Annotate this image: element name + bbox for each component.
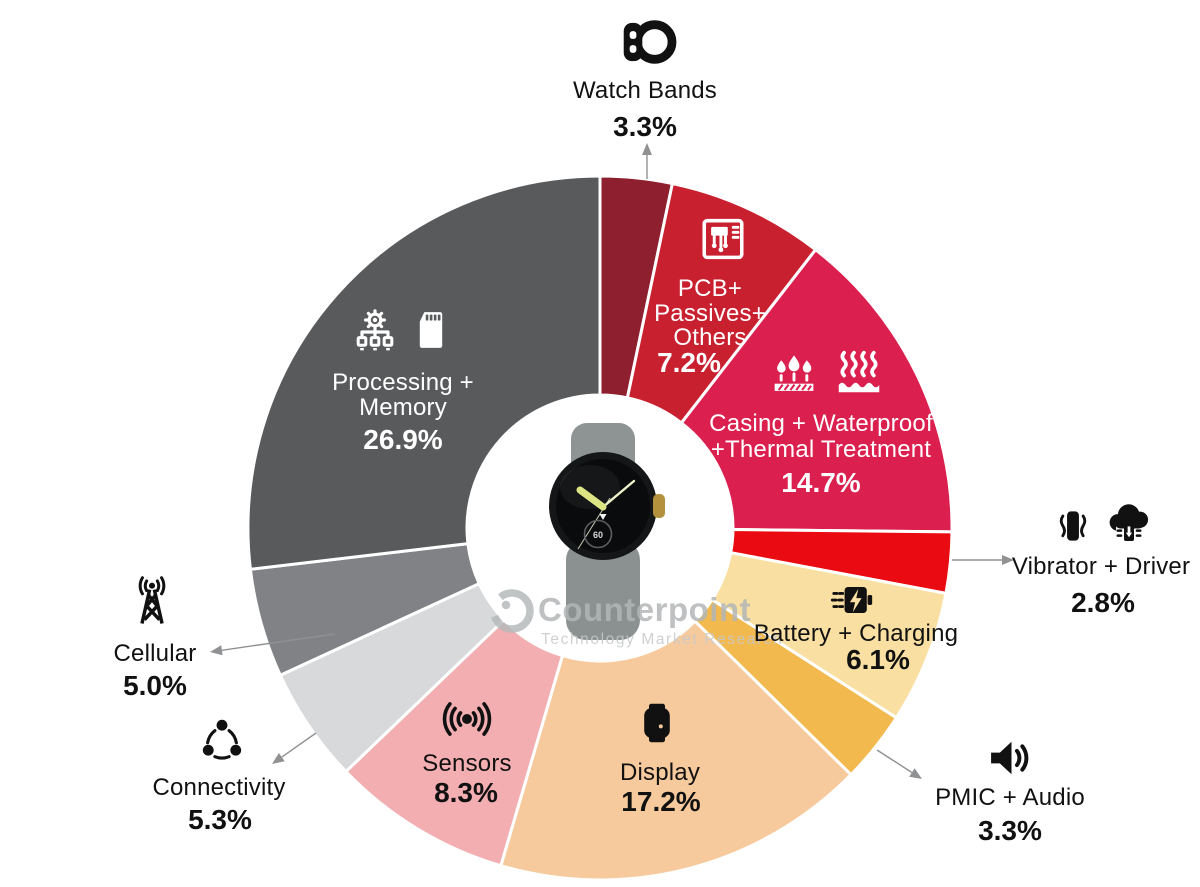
segment-label: +Thermal Treatment	[711, 436, 931, 463]
segment-label: Sensors	[422, 750, 511, 777]
segment-label: Cellular	[114, 640, 197, 667]
segment-percentage: 14.7%	[781, 467, 860, 498]
watch-subdial-label: 60	[593, 530, 603, 540]
watermark-brand: Counterpoint	[538, 591, 751, 628]
pie-segment-processing-memory	[246, 174, 602, 571]
counterpoint-logo-icon	[490, 589, 534, 633]
leader-arrow-line	[876, 749, 913, 774]
smartwatch-display-icon	[644, 703, 670, 743]
segment-label: PMIC + Audio	[935, 784, 1085, 811]
segment-percentage: 7.2%	[657, 347, 721, 378]
leader-arrow-line	[281, 732, 317, 758]
network-nodes-icon	[201, 718, 243, 760]
segment-label: Others	[673, 324, 746, 351]
leader-arrow-line	[221, 633, 335, 651]
segment-label: Passives+	[654, 300, 766, 327]
leader-arrowhead-icon	[909, 768, 922, 779]
memory-card-icon	[419, 312, 443, 348]
vibrator-icon	[1059, 509, 1087, 543]
segment-label: Casing + Waterproof	[709, 410, 933, 437]
watch-bands-icon	[624, 23, 672, 61]
leader-arrowhead-icon	[1002, 555, 1014, 565]
segment-label: Connectivity	[152, 774, 285, 801]
segment-label: Display	[620, 759, 700, 786]
segment-percentage: 5.0%	[123, 670, 187, 701]
pixel-watch-image: 60	[549, 423, 665, 640]
segment-percentage: 5.3%	[188, 804, 252, 835]
watermark-tagline: Technology Market Research	[541, 631, 783, 648]
segment-label: Processing +	[332, 369, 474, 396]
segment-label: Battery + Charging	[754, 620, 958, 647]
watch-hour-hand	[576, 486, 607, 511]
cell-tower-icon	[138, 575, 166, 626]
segment-label: PCB+	[678, 275, 742, 302]
leader-arrowhead-icon	[642, 143, 652, 155]
pie-segment-casing-waterproof-thermal	[679, 248, 954, 534]
segment-percentage: 3.3%	[613, 111, 677, 142]
segment-percentage: 6.1%	[846, 644, 910, 675]
pie-segment-display	[499, 619, 853, 882]
segment-label: Memory	[359, 394, 447, 421]
segment-percentage: 26.9%	[363, 424, 442, 455]
segment-label: Watch Bands	[573, 77, 717, 104]
segment-percentage: 8.3%	[434, 777, 498, 808]
speaker-icon	[989, 739, 1029, 777]
segment-label: Vibrator + Driver	[1012, 553, 1190, 580]
watch-crown	[653, 494, 665, 518]
segment-percentage: 17.2%	[621, 786, 700, 817]
driver-icon	[1108, 502, 1150, 543]
watch-subdial	[583, 519, 613, 549]
counterpoint-watermark: Counterpoint Technology Market Research	[490, 589, 783, 648]
segment-percentage: 3.3%	[978, 815, 1042, 846]
watch-minute-hand	[601, 479, 636, 509]
leader-arrowhead-icon	[272, 753, 285, 764]
donut-center: 60 Counterpoint Technology Market Resear…	[468, 396, 783, 660]
segment-percentage: 2.8%	[1071, 587, 1135, 618]
leader-arrowhead-icon	[210, 645, 223, 656]
